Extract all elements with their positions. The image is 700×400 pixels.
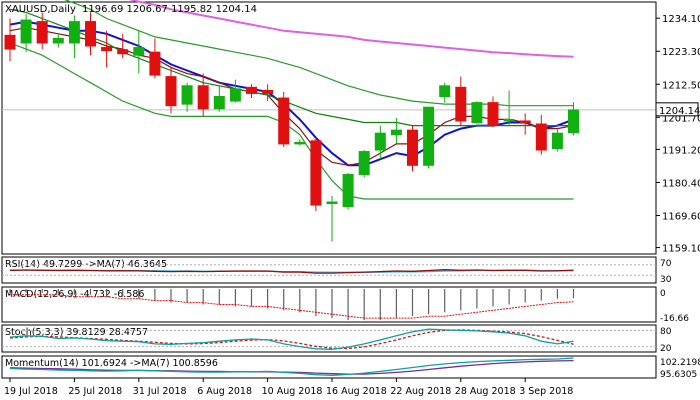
candle-body [358, 151, 370, 175]
candle-body [197, 85, 209, 110]
y-tick-label: 1159.10 [662, 244, 700, 255]
ohlc-readout: 1196.69 1206.67 1195.82 1204.14 [82, 4, 257, 15]
candle-body [101, 47, 113, 52]
candle-body [117, 49, 129, 55]
candle-body [213, 96, 225, 110]
candle-body [278, 97, 290, 145]
pane-tick-stoch: 20 [660, 344, 672, 354]
x-tick-label: 28 Aug 2018 [455, 386, 516, 397]
candle-body [503, 118, 515, 122]
candle-body [568, 109, 579, 134]
pane-tick-macd: -16.66 [660, 314, 689, 324]
candle-body [551, 132, 563, 149]
x-tick-label: 25 Jul 2018 [68, 386, 122, 397]
candle-body [310, 140, 322, 206]
candle-body [423, 106, 435, 166]
last-price-label: 1204.14 [659, 106, 700, 117]
candle-body [149, 51, 161, 76]
candle-body [294, 141, 306, 145]
y-tick-label: 1223.30 [662, 47, 700, 58]
candle-body [246, 86, 257, 94]
pane-frame-macd [1, 286, 657, 323]
x-tick-label: 19 Jul 2018 [4, 386, 58, 397]
chart-title: XAUUSD,Daily [5, 4, 76, 15]
pane-tick-rsi: 30 [660, 275, 672, 285]
y-tick-label: 1201.70 [662, 113, 700, 124]
candle-body [326, 201, 338, 205]
pane-label-mom: Momentum(14) 101.6924 ->MA(7) 100.8596 [5, 358, 218, 369]
candle-body [36, 21, 48, 44]
x-tick-label: 6 Aug 2018 [197, 386, 252, 397]
x-tick-label: 3 Sep 2018 [519, 386, 573, 397]
candle-body [52, 37, 64, 44]
x-tick-label: 22 Aug 2018 [390, 386, 451, 397]
pane-tick-mom: 95.6305 [660, 370, 697, 380]
y-tick-label: 1191.20 [662, 145, 700, 156]
y-tick-label: 1212.50 [662, 80, 700, 91]
candle-body [439, 85, 451, 98]
pane-label-stoch: Stoch(5,3,3) 39.8129 28.4757 [5, 327, 148, 338]
candle-body [455, 86, 467, 122]
candle-body [390, 129, 402, 136]
overlay-line-5 [9, 42, 574, 200]
pane-line-stoch [9, 328, 574, 350]
overlay-line-3 [129, 0, 574, 58]
candle-body [487, 102, 499, 127]
candle-body [20, 19, 32, 44]
pane-tick-macd: 0 [660, 289, 666, 299]
overlay-line-2 [9, 8, 574, 127]
candle-body [85, 21, 96, 47]
pane-tick-mom: 102.2198 [660, 358, 700, 368]
candle-body [68, 21, 80, 44]
macd-signal-line [10, 294, 574, 319]
candle-body [407, 129, 418, 166]
x-tick-label: 16 Aug 2018 [326, 386, 387, 397]
candle-body [133, 47, 145, 56]
last-price-box [655, 102, 699, 117]
pane-tick-rsi: 70 [660, 259, 672, 269]
pane-tick-stoch: 80 [660, 327, 672, 337]
candle-body [535, 123, 547, 151]
x-tick-label: 31 Jul 2018 [133, 386, 187, 397]
pane-line-mom [9, 357, 574, 377]
candle-body [4, 34, 16, 50]
candle-body [165, 76, 177, 107]
y-tick-label: 1234.10 [662, 14, 700, 25]
candle-body [471, 102, 483, 123]
y-tick-label: 1169.60 [662, 211, 700, 222]
candle-body [374, 132, 386, 151]
candle-body [342, 173, 354, 208]
candle-body [181, 85, 193, 105]
candle-body [519, 120, 531, 123]
y-tick-label: 1180.40 [662, 178, 700, 189]
candle-body [262, 89, 274, 94]
candle-body [229, 88, 241, 102]
x-tick-label: 10 Aug 2018 [262, 386, 323, 397]
pane-line-rsi [9, 269, 574, 274]
